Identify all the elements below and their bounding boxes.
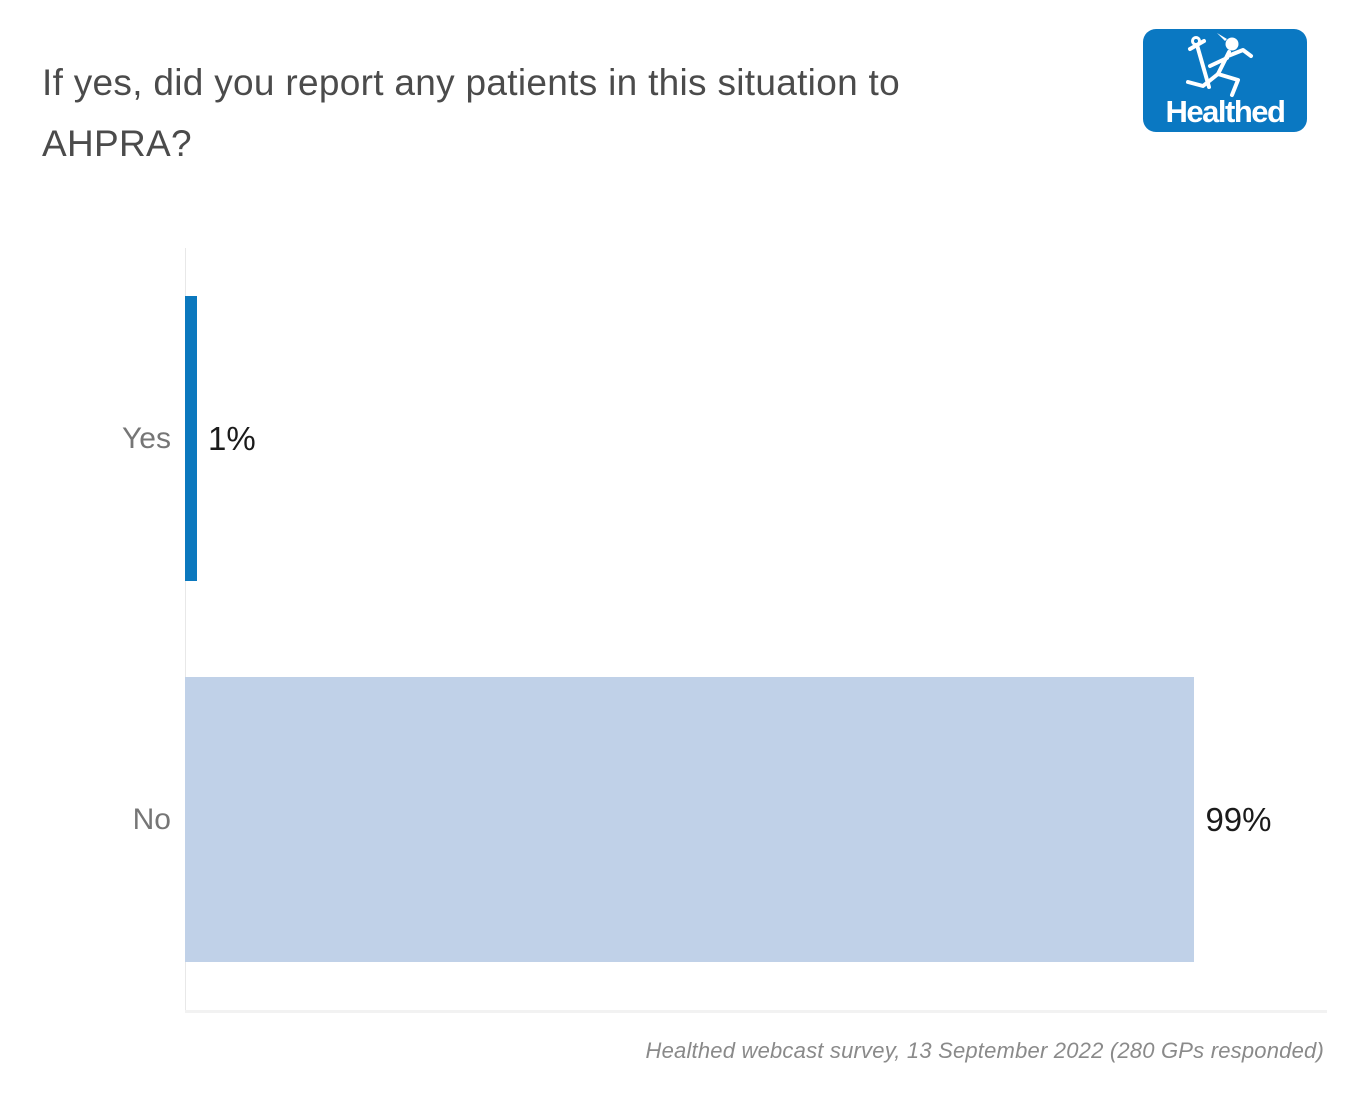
value-label-no: 99% (1205, 800, 1272, 838)
runner-head (1225, 37, 1239, 51)
bar-no (185, 677, 1195, 962)
bar-yes (185, 296, 197, 581)
value-label-yes: 1% (208, 419, 256, 457)
chart-title: If yes, did you report any patients in t… (42, 62, 900, 164)
healthed-logo-text: Healthed (1166, 94, 1285, 129)
chart-row-no: No 99% (0, 629, 1327, 1010)
helmet-wing (1217, 33, 1227, 41)
category-label-no: No (132, 802, 171, 836)
bar-track: 99% (185, 629, 1327, 1010)
y-axis-line (185, 248, 186, 1011)
source-caption: Healthed webcast survey, 13 September 20… (645, 1038, 1324, 1063)
bar-track: 1% (185, 248, 1327, 629)
bar-chart: Yes 1% No 99% (0, 248, 1327, 1013)
category-label-yes: Yes (122, 421, 171, 455)
healthed-logo: Healthed (1143, 29, 1307, 132)
healthed-logo-graphic: Healthed (1143, 29, 1307, 132)
x-axis-line (185, 1010, 1327, 1013)
hermes-runner-icon (1186, 36, 1253, 97)
chart-row-yes: Yes 1% (0, 248, 1327, 629)
